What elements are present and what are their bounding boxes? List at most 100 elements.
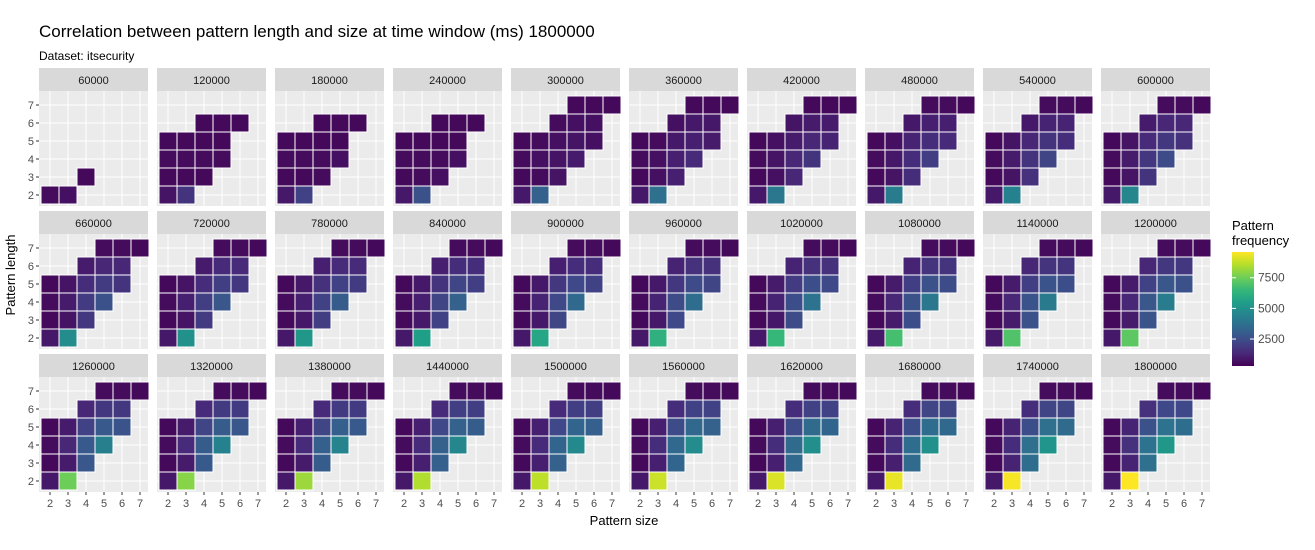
heatmap-cell (866, 417, 886, 437)
heatmap-cell (766, 131, 786, 151)
heatmap-cell (230, 381, 250, 401)
heatmap-cell (648, 185, 668, 205)
heatmap-cell (630, 328, 650, 348)
heatmap-cell (1020, 435, 1040, 455)
heatmap-cell (1056, 399, 1076, 419)
facet-panel: 1020000 (747, 211, 858, 349)
facet-panel: 960000 (629, 211, 740, 349)
heatmap-cell (648, 471, 668, 491)
heatmap-cell (1156, 149, 1176, 169)
heatmap-cell (1002, 149, 1022, 169)
heatmap-cell (212, 274, 232, 294)
heatmap-cell (394, 328, 414, 348)
heatmap-cell (1120, 435, 1140, 455)
heatmap-cell (748, 310, 768, 330)
x-tick-label: 4 (83, 498, 89, 510)
heatmap-cell (158, 131, 178, 151)
heatmap-cell (1038, 95, 1058, 115)
heatmap-cell (630, 274, 650, 294)
heatmap-cell (312, 435, 332, 455)
heatmap-cell (866, 328, 886, 348)
facet-strip-label: 1020000 (780, 218, 823, 230)
heatmap-cell (530, 471, 550, 491)
facet-panel: 1380000 2 3 4 5 6 7 (275, 354, 386, 510)
heatmap-cell (684, 149, 704, 169)
heatmap-cell (312, 149, 332, 169)
heatmap-cell (248, 238, 268, 258)
heatmap-cell (276, 435, 296, 455)
heatmap-cell (1002, 417, 1022, 437)
heatmap-cell (430, 417, 450, 437)
x-tick-label: 3 (891, 498, 897, 510)
heatmap-cell (548, 310, 568, 330)
heatmap-cell (512, 471, 532, 491)
heatmap-cell (58, 328, 78, 348)
heatmap-cell (1056, 131, 1076, 151)
heatmap-cell (902, 274, 922, 294)
heatmap-cell (194, 453, 214, 473)
heatmap-cell (1156, 417, 1176, 437)
facet-strip-label: 360000 (665, 75, 702, 87)
heatmap-cell (820, 238, 840, 258)
heatmap-cell (648, 453, 668, 473)
heatmap-cell (212, 238, 232, 258)
heatmap-cell (1156, 435, 1176, 455)
heatmap-cell (648, 292, 668, 312)
heatmap-cell (276, 131, 296, 151)
heatmap-cell (902, 149, 922, 169)
heatmap-cell (276, 417, 296, 437)
facet-panel: 60000 2 3 4 5 6 7 (28, 68, 148, 206)
x-tick-label: 2 (401, 498, 407, 510)
heatmap-cell (194, 310, 214, 330)
heatmap-cell (1120, 453, 1140, 473)
heatmap-cell (512, 131, 532, 151)
heatmap-cell (330, 435, 350, 455)
heatmap-cell (766, 328, 786, 348)
facet-strip (393, 354, 502, 377)
heatmap-cell (484, 381, 504, 401)
heatmap-cell (294, 328, 314, 348)
heatmap-cell (1192, 381, 1212, 401)
facet-panel: 1800000 2 3 4 5 6 7 (1101, 354, 1212, 510)
x-tick-label: 5 (1045, 498, 1051, 510)
y-tick-label: 5 (28, 136, 34, 148)
heatmap-cell (330, 417, 350, 437)
facet-strip (511, 211, 620, 234)
heatmap-cell (412, 310, 432, 330)
heatmap-cell (212, 113, 232, 133)
x-tick-label: 6 (237, 498, 243, 510)
heatmap-cell (784, 256, 804, 276)
heatmap-cell (1020, 167, 1040, 187)
heatmap-cell (720, 95, 740, 115)
heatmap-cell (1138, 310, 1158, 330)
heatmap-cell (58, 417, 78, 437)
heatmap-cell (548, 167, 568, 187)
heatmap-cell (248, 381, 268, 401)
heatmap-cell (602, 381, 622, 401)
x-tick-label: 3 (537, 498, 543, 510)
heatmap-cell (920, 256, 940, 276)
heatmap-cell (58, 274, 78, 294)
heatmap-cell (902, 292, 922, 312)
x-tick-label: 6 (827, 498, 833, 510)
facet-strip-label: 1620000 (780, 361, 823, 373)
heatmap-cell (802, 256, 822, 276)
heatmap-cell (1038, 113, 1058, 133)
heatmap-cell (1174, 238, 1194, 258)
x-tick-label: 2 (283, 498, 289, 510)
heatmap-cell (748, 435, 768, 455)
heatmap-cell (1056, 256, 1076, 276)
heatmap-cell (312, 131, 332, 151)
y-tick-label: 3 (28, 315, 34, 327)
heatmap-cell (866, 471, 886, 491)
x-tick-label: 5 (691, 498, 697, 510)
facet-strip (1101, 68, 1210, 91)
heatmap-cell (766, 167, 786, 187)
x-tick-label: 7 (609, 498, 615, 510)
heatmap-cell (584, 256, 604, 276)
legend-colorbar (1232, 252, 1254, 366)
heatmap-cell (1120, 185, 1140, 205)
x-tick-label: 4 (201, 498, 207, 510)
heatmap-cell (312, 113, 332, 133)
heatmap-cell (1102, 167, 1122, 187)
